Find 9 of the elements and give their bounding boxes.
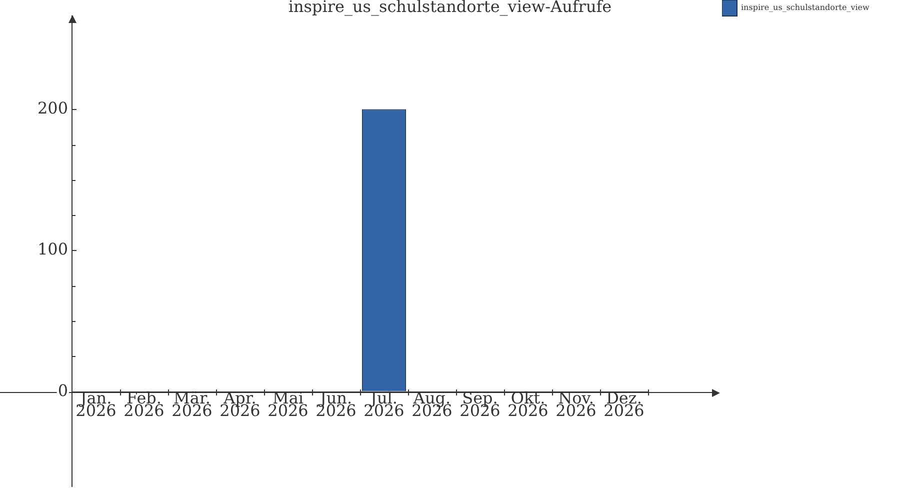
chart-title: inspire_us_schulstandorte_view-Aufrufe xyxy=(288,0,612,16)
x-tick-label: Apr. 2026 xyxy=(220,388,260,420)
y-tick-label: 0 xyxy=(58,380,68,400)
y-tick-label: 200 xyxy=(37,98,68,118)
x-tick-label: Aug. 2026 xyxy=(412,388,452,420)
x-tick-label: Nov. 2026 xyxy=(556,388,596,420)
x-tick-label: Jan. 2026 xyxy=(76,388,116,420)
y-tick-label: 100 xyxy=(37,240,68,259)
legend-label: inspire_us_schulstandorte_view xyxy=(741,3,870,12)
